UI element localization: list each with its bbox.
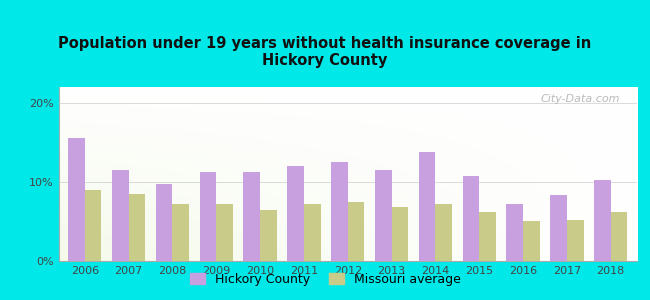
Bar (567, 220, 584, 261)
Bar (216, 204, 233, 261)
Bar (200, 172, 216, 261)
Bar (84, 190, 101, 261)
Bar (375, 170, 391, 261)
Bar (479, 212, 496, 261)
Bar (419, 152, 436, 261)
Bar (156, 184, 172, 261)
Bar (506, 204, 523, 261)
Bar (391, 207, 408, 261)
Bar (523, 221, 540, 261)
Bar (463, 176, 479, 261)
Bar (436, 204, 452, 261)
Bar (244, 172, 260, 261)
Bar (287, 166, 304, 261)
Bar (129, 194, 146, 261)
Bar (304, 204, 320, 261)
Legend: Hickory County, Missouri average: Hickory County, Missouri average (185, 268, 465, 291)
Bar (550, 195, 567, 261)
Bar (348, 202, 365, 261)
Bar (611, 212, 627, 261)
Text: City-Data.com: City-Data.com (540, 94, 619, 104)
Bar (172, 204, 189, 261)
Bar (331, 162, 348, 261)
Bar (68, 138, 84, 261)
Bar (594, 180, 611, 261)
Bar (260, 210, 277, 261)
Bar (112, 170, 129, 261)
Text: Population under 19 years without health insurance coverage in
Hickory County: Population under 19 years without health… (58, 36, 592, 68)
